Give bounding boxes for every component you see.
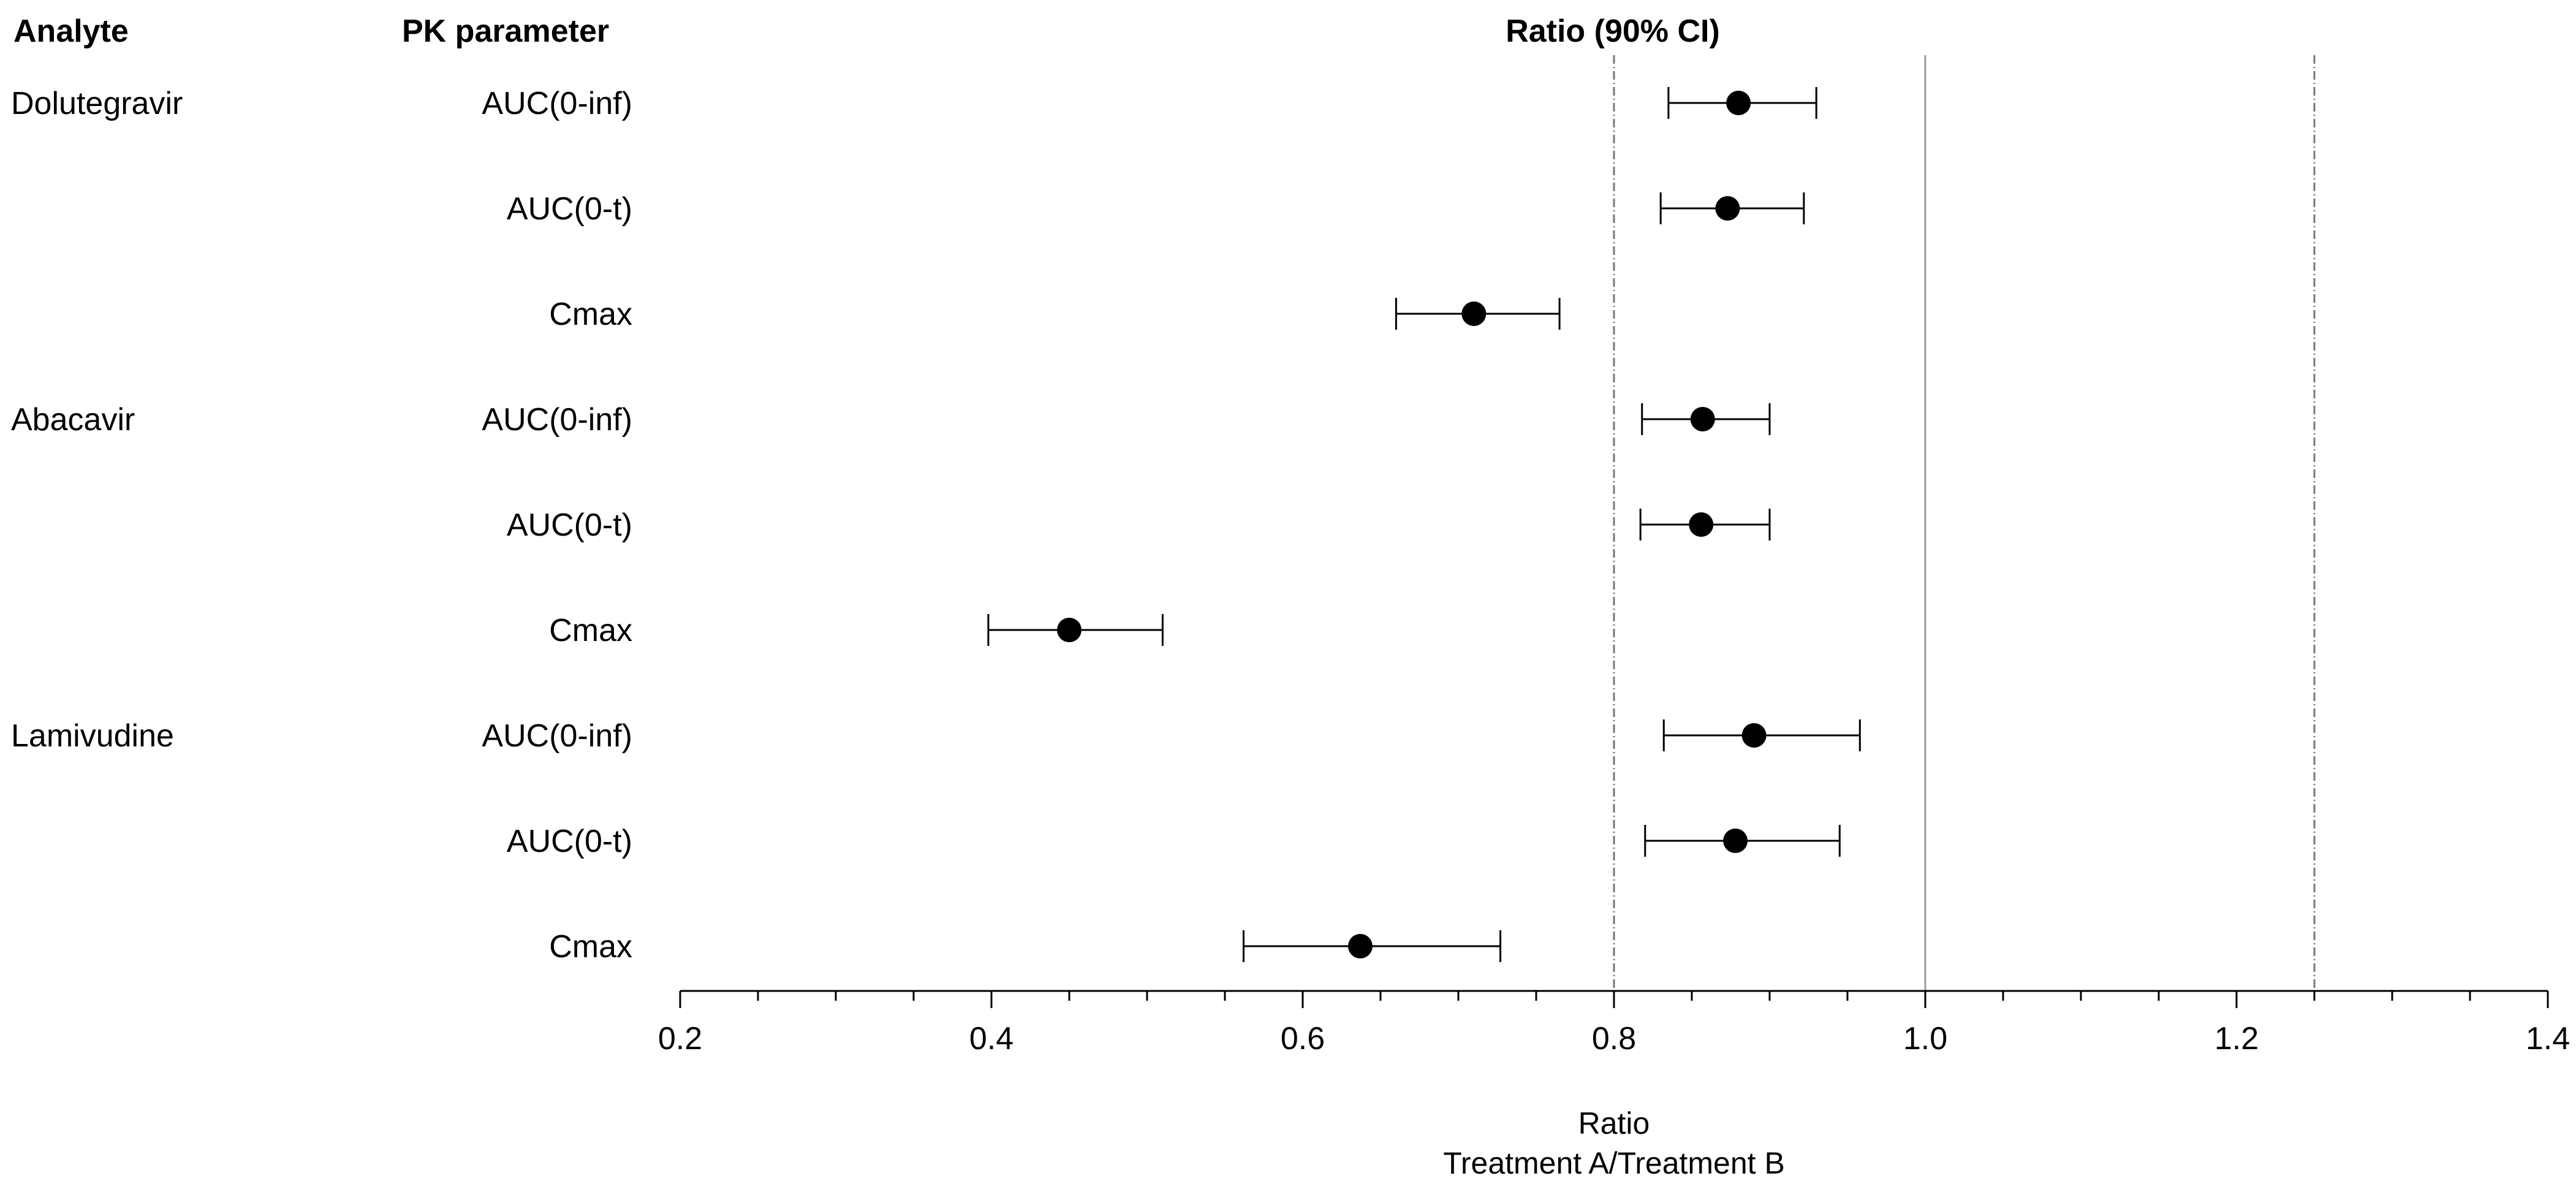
pk-parameter-label: AUC(0-t) — [507, 191, 632, 227]
pk-parameter-label: AUC(0-inf) — [482, 718, 632, 754]
header-ratio-ci: Ratio (90% CI) — [1506, 13, 1720, 49]
x-tick-label: 1.0 — [1903, 1021, 1947, 1057]
pk-parameter-label: AUC(0-inf) — [482, 86, 632, 121]
analyte-label: Abacavir — [11, 402, 135, 438]
ratio-point — [1689, 512, 1714, 537]
x-axis-ticks: 0.2 0.4 0.6 0.8 1.0 1.2 1.4 — [658, 991, 2570, 1057]
ratio-point — [1690, 407, 1715, 431]
ratio-point — [1723, 829, 1748, 853]
x-tick-label: 1.2 — [2214, 1021, 2259, 1057]
x-tick-label: 1.4 — [2526, 1021, 2570, 1057]
header-pk-parameter: PK parameter — [402, 13, 609, 49]
x-axis-title-line1: Ratio — [1578, 1106, 1650, 1140]
x-tick-label: 0.4 — [969, 1021, 1013, 1057]
pk-parameter-label: Cmax — [549, 297, 632, 332]
analyte-label: Lamivudine — [11, 718, 174, 754]
x-axis-title-line2: Treatment A/Treatment B — [1443, 1146, 1785, 1180]
pk-parameter-label: AUC(0-inf) — [482, 402, 632, 438]
ratio-point — [1347, 934, 1373, 958]
x-tick-label: 0.8 — [1592, 1021, 1636, 1057]
pk-parameter-label: AUC(0-t) — [507, 824, 632, 859]
ratio-point — [1741, 723, 1767, 748]
analyte-label: Dolutegravir — [11, 86, 183, 121]
x-tick-label: 0.6 — [1281, 1021, 1325, 1057]
x-tick-label: 0.2 — [658, 1021, 702, 1057]
ratio-point — [1057, 618, 1082, 642]
pk-parameter-label: AUC(0-t) — [507, 507, 632, 543]
ratio-point — [1461, 302, 1487, 326]
pk-parameter-label: Cmax — [549, 613, 632, 648]
pk-parameter-label: Cmax — [549, 929, 632, 965]
reference-lines — [1613, 55, 2316, 991]
ratio-point — [1715, 196, 1740, 221]
ratio-point — [1726, 91, 1751, 115]
forest-rows: Dolutegravir AUC(0-inf) AUC(0-t) Cmax Abacav… — [11, 86, 1861, 965]
header-analyte: Analyte — [13, 13, 129, 49]
